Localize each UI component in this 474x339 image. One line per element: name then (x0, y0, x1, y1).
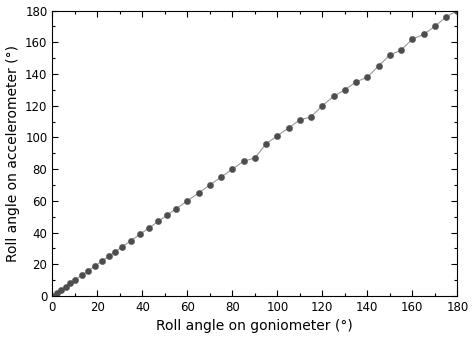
Point (164, 213, 171, 218)
Point (442, 14, 450, 20)
Point (128, 238, 135, 243)
Point (296, 117, 304, 123)
Point (386, 52, 393, 58)
Point (364, 75, 371, 80)
Point (98, 258, 106, 264)
Point (155, 219, 162, 224)
Y-axis label: Roll angle on accelerometer (°): Roll angle on accelerometer (°) (6, 45, 19, 262)
Point (240, 159, 247, 164)
Point (48, 293, 56, 299)
Point (66, 281, 74, 286)
Point (78, 273, 85, 278)
Point (409, 36, 416, 42)
Point (146, 225, 153, 231)
Point (228, 166, 236, 172)
Point (217, 174, 225, 180)
Point (105, 254, 112, 259)
Point (454, 8, 461, 13)
Point (397, 47, 405, 53)
Point (137, 232, 144, 237)
X-axis label: Roll angle on goniometer (°): Roll angle on goniometer (°) (156, 319, 353, 334)
Point (341, 87, 348, 93)
Point (352, 79, 360, 85)
Point (431, 24, 438, 29)
Point (118, 244, 126, 250)
Point (57, 287, 65, 293)
Point (62, 284, 70, 289)
Point (53, 290, 61, 296)
Point (330, 94, 337, 99)
Point (319, 103, 326, 108)
Point (262, 141, 270, 146)
Point (206, 182, 214, 188)
Point (71, 277, 79, 283)
Point (375, 63, 383, 69)
Point (91, 263, 99, 268)
Point (307, 114, 315, 120)
Point (183, 198, 191, 204)
Point (273, 133, 281, 139)
Point (285, 125, 292, 131)
Point (251, 155, 259, 161)
Point (111, 249, 119, 254)
Point (195, 190, 202, 196)
Point (420, 32, 428, 37)
Point (84, 268, 92, 273)
Point (172, 206, 180, 212)
